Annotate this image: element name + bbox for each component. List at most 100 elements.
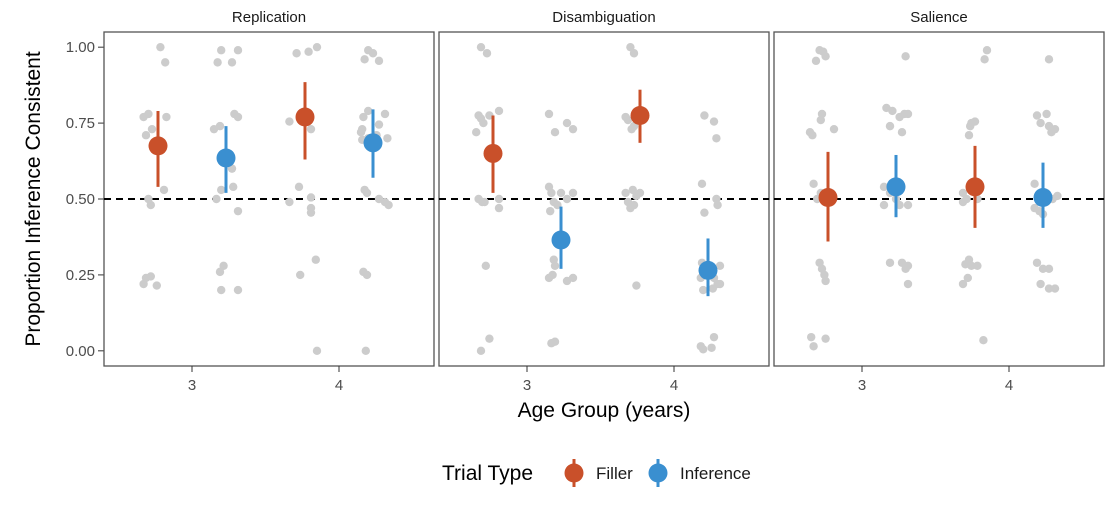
x-tick-label: 3: [188, 377, 196, 394]
raw-point: [821, 52, 830, 61]
raw-point: [629, 49, 639, 58]
raw-point: [1042, 109, 1051, 119]
raw-point: [709, 332, 719, 342]
raw-point: [885, 258, 895, 267]
raw-point: [903, 109, 913, 119]
legend-key: [564, 459, 584, 487]
raw-point: [479, 118, 488, 128]
y-tick-label: 0.75: [66, 115, 95, 132]
raw-point: [359, 112, 368, 122]
raw-point: [374, 120, 384, 129]
raw-point: [1050, 284, 1060, 293]
raw-point: [294, 182, 304, 192]
raw-point: [306, 124, 316, 134]
raw-point: [629, 200, 639, 210]
raw-point: [568, 124, 578, 134]
raw-point: [964, 131, 974, 140]
raw-point: [144, 109, 153, 119]
raw-point: [292, 49, 301, 58]
legend: Trial Type Filler Inference: [442, 459, 751, 487]
mean-point: [1033, 187, 1053, 207]
raw-point: [364, 106, 373, 116]
raw-point: [1036, 279, 1045, 289]
raw-point: [384, 200, 393, 210]
raw-point: [217, 185, 226, 195]
raw-point: [1044, 55, 1054, 64]
raw-point: [903, 200, 913, 210]
raw-point: [485, 111, 494, 120]
raw-point: [213, 58, 222, 67]
raw-point: [1032, 111, 1042, 120]
mean-point: [698, 260, 718, 280]
raw-point: [233, 112, 243, 122]
y-tick-label: 0.00: [66, 343, 95, 360]
mean-point: [965, 177, 985, 197]
raw-point: [888, 106, 897, 116]
panel-title: Salience: [910, 9, 968, 26]
raw-point: [632, 281, 641, 290]
legend-key-dot: [648, 463, 668, 483]
raw-point: [568, 188, 578, 198]
raw-point: [816, 115, 825, 125]
raw-point: [811, 56, 821, 66]
x-tick-label: 4: [335, 377, 343, 394]
legend-title: Trial Type: [442, 462, 533, 485]
legend-label: Inference: [680, 464, 751, 483]
panel-title: Replication: [232, 9, 306, 26]
raw-point: [217, 285, 226, 295]
raw-point: [312, 42, 322, 52]
raw-point: [162, 112, 171, 122]
raw-point: [152, 281, 161, 290]
raw-point: [233, 285, 243, 295]
raw-point: [713, 279, 722, 289]
raw-point: [146, 272, 155, 281]
raw-point: [699, 285, 708, 295]
raw-point: [1032, 258, 1042, 267]
raw-point: [304, 47, 313, 56]
raw-point: [550, 337, 560, 346]
raw-point: [215, 267, 225, 277]
raw-point: [879, 200, 889, 210]
raw-point: [562, 118, 572, 128]
raw-point: [699, 345, 708, 354]
mean-point: [363, 133, 383, 153]
raw-point: [141, 131, 151, 140]
raw-point: [700, 111, 709, 120]
raw-point: [306, 193, 316, 202]
raw-point: [362, 188, 372, 198]
raw-point: [306, 208, 316, 217]
raw-point: [621, 112, 630, 122]
raw-point: [707, 343, 716, 352]
mean-point: [216, 148, 236, 168]
raw-point: [494, 194, 504, 204]
raw-point: [1036, 118, 1045, 128]
raw-point: [159, 185, 169, 195]
legend-key-dot: [564, 463, 584, 483]
raw-point: [1044, 284, 1054, 293]
raw-point: [547, 188, 556, 198]
raw-point: [1038, 264, 1048, 274]
raw-point: [146, 200, 155, 210]
raw-point: [383, 134, 392, 143]
x-tick-label: 4: [670, 377, 678, 394]
raw-point: [807, 332, 816, 342]
raw-point: [494, 106, 504, 116]
raw-point: [285, 197, 294, 207]
raw-point: [480, 197, 489, 207]
legend-key: [648, 459, 668, 487]
panel-salience: Salience 3 4: [773, 9, 1105, 394]
raw-point: [482, 49, 492, 58]
raw-point: [485, 334, 494, 343]
raw-point: [550, 261, 560, 270]
raw-point: [161, 58, 170, 67]
raw-point: [380, 109, 390, 119]
raw-point: [229, 182, 238, 192]
legend-label: Filler: [596, 464, 633, 483]
raw-point: [362, 270, 372, 280]
raw-point: [368, 49, 378, 58]
raw-point: [967, 261, 976, 270]
raw-point: [494, 203, 504, 213]
mean-point: [886, 177, 906, 197]
raw-point: [311, 255, 320, 264]
mean-point: [483, 143, 503, 163]
